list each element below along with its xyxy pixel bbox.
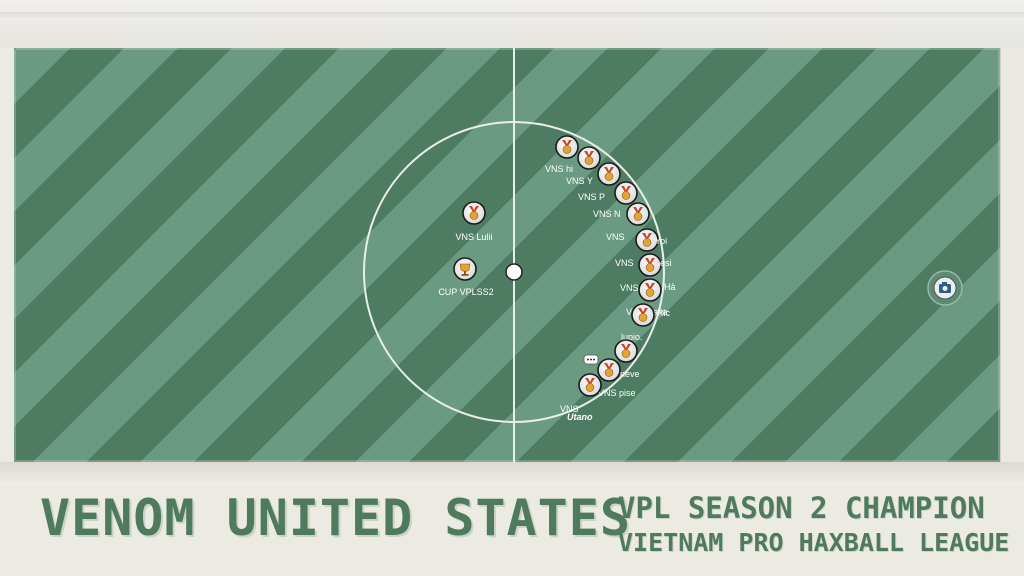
- player-disc: [597, 358, 621, 382]
- player-label: VNS Y: [566, 176, 593, 186]
- player-disc: [626, 202, 650, 226]
- player-label: VNS N: [593, 209, 621, 219]
- player-disc: [578, 373, 602, 397]
- player-label-fragment: Hả: [664, 282, 676, 292]
- medal-icon: [604, 363, 614, 377]
- trophy-icon: [459, 263, 471, 276]
- player-label: VNS: [620, 283, 639, 293]
- player-disc: [597, 162, 621, 186]
- player-label-fragment: Ric: [657, 308, 670, 318]
- player-disc: [614, 181, 638, 205]
- player-label-fragment: Utano: [567, 412, 593, 422]
- player-label-fragment: Yoi: [655, 236, 667, 246]
- paper-left-edge: [0, 48, 14, 468]
- league-name: VIETNAM PRO HAXBALL LEAGUE: [618, 528, 1010, 557]
- ball: [505, 263, 523, 281]
- player-disc: [555, 135, 579, 159]
- player-label: VNS: [615, 258, 634, 268]
- medal-icon: [621, 344, 631, 358]
- center-circle: [363, 121, 665, 423]
- championship-title: VPL SEASON 2 CHAMPION: [618, 491, 985, 525]
- player-disc: [631, 303, 655, 327]
- player-label: VNS Lulii: [455, 232, 492, 242]
- paper-right-edge: [1000, 48, 1024, 468]
- player-disc: [638, 278, 662, 302]
- medal-icon: [621, 186, 631, 200]
- medal-icon: [604, 167, 614, 181]
- team-name: VENOM UNITED STATES: [40, 489, 631, 547]
- player-label: sky neve: [604, 369, 640, 379]
- medal-icon: [562, 140, 572, 154]
- players-layer: VNS Lulii CUP VPLSS2 VNS hi VNS Y VNS P VNS N…: [438, 135, 676, 422]
- camera-icon: [939, 282, 951, 293]
- medal-icon: [584, 151, 594, 165]
- player-label: VNS: [606, 232, 625, 242]
- player-disc: [614, 339, 638, 363]
- player-label: VNS hi: [545, 164, 573, 174]
- medal-icon: [645, 258, 655, 272]
- player-label: VNS P: [578, 192, 605, 202]
- medal-icon: [469, 206, 479, 220]
- player-label: CUP VPLSS2: [438, 287, 493, 297]
- player-disc: [635, 228, 659, 252]
- medal-icon: [645, 283, 655, 297]
- chat-bubble-icon: [583, 354, 599, 365]
- banner: [0, 486, 1024, 576]
- player-disc: [577, 146, 601, 170]
- player-label: VNS pise: [598, 388, 636, 398]
- camera-button[interactable]: [927, 270, 963, 306]
- player-disc: [638, 253, 662, 277]
- medal-icon: [638, 308, 648, 322]
- player-disc: [462, 201, 486, 225]
- player-label: VNS: [560, 404, 579, 414]
- medal-icon: [633, 207, 643, 221]
- player-label-fragment: esi: [660, 258, 672, 268]
- medal-icon: [585, 378, 595, 392]
- paper-fold: [0, 12, 1024, 20]
- haxball-pitch: [14, 48, 1000, 462]
- medal-icon: [642, 233, 652, 247]
- player-disc: [453, 257, 477, 281]
- player-label: lupio.: [621, 332, 643, 342]
- paper-strip: [0, 462, 1024, 486]
